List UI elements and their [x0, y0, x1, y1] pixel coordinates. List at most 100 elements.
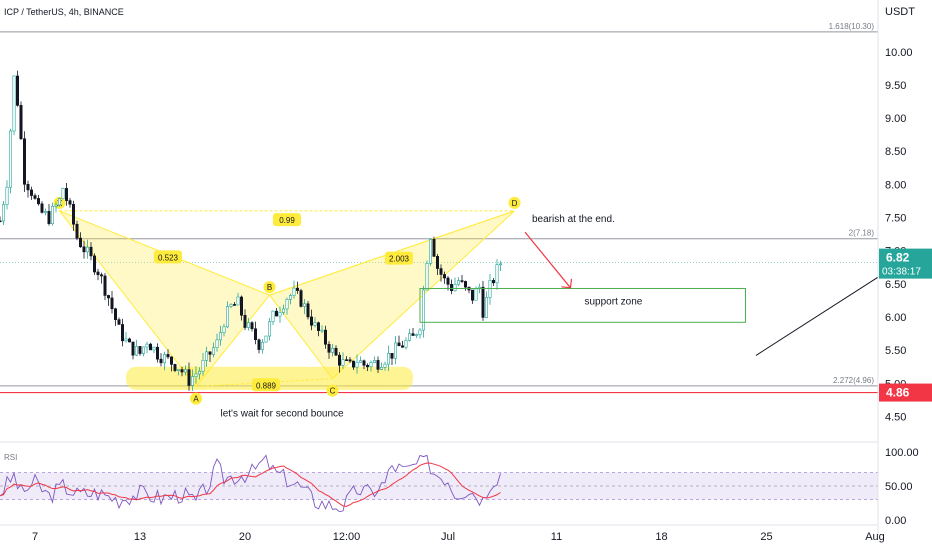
- candle-body: [449, 284, 453, 292]
- price-tick-label: 8.00: [885, 179, 906, 191]
- candle-body: [180, 369, 184, 373]
- candle-body: [29, 189, 33, 196]
- candle-body: [12, 75, 16, 132]
- time-tick-label: Jul: [441, 531, 455, 543]
- candle-body: [404, 339, 408, 348]
- rsi-tick-label: 50.00: [885, 481, 913, 493]
- candle-body: [15, 75, 19, 106]
- candle-body: [453, 284, 457, 292]
- support-zone-box: [419, 287, 746, 323]
- candle-body: [428, 239, 432, 264]
- pattern-point-label: D: [512, 199, 518, 208]
- rsi-title: RSI: [4, 453, 17, 462]
- candle-body: [9, 130, 13, 188]
- candle-body: [313, 322, 317, 326]
- candle-body: [456, 280, 460, 285]
- ratio-label: 0.889: [256, 381, 277, 390]
- candle-body: [43, 211, 47, 213]
- candle-body: [240, 296, 244, 316]
- symbol-title: ICP / TetherUS, 4h, BINANCE: [4, 7, 124, 17]
- time-tick-label: 12:00: [333, 531, 361, 543]
- candle-body: [229, 304, 233, 307]
- candle-body: [145, 343, 149, 348]
- rsi-line: [0, 454, 501, 513]
- candle-body: [107, 295, 111, 299]
- candle-body: [131, 341, 135, 356]
- candle-body: [400, 345, 404, 348]
- price-tick-label: 4.50: [885, 411, 906, 423]
- annotations-layer[interactable]: bearish at the end. support zone let's wai…: [221, 214, 879, 419]
- candle-body: [439, 268, 443, 275]
- candle-body: [341, 359, 345, 366]
- red-level-value: 4.86: [886, 386, 910, 400]
- candle-body: [274, 310, 278, 317]
- candle-body: [344, 359, 348, 361]
- price-tick-label: 9.00: [885, 113, 906, 125]
- candle-body: [100, 274, 104, 277]
- candle-body: [215, 339, 219, 348]
- candle-body: [50, 206, 54, 224]
- candle-body: [267, 321, 271, 337]
- price-tick-label: 10.00: [885, 47, 913, 59]
- price-axis: 10.009.509.008.508.007.507.006.506.005.5…: [877, 0, 932, 535]
- candle-body: [47, 211, 51, 224]
- price-tick-label: 8.50: [885, 146, 906, 158]
- candle-body: [348, 359, 352, 362]
- candle-body: [474, 288, 478, 301]
- ratio-badge: [385, 251, 413, 265]
- candle-body: [481, 286, 485, 318]
- pattern-point-label: C: [330, 387, 336, 396]
- candle-body: [19, 105, 23, 140]
- candle-body: [421, 289, 425, 331]
- candle-body: [432, 239, 436, 257]
- candle-body: [135, 346, 139, 356]
- candle-body: [236, 296, 240, 306]
- candle-body: [390, 352, 394, 359]
- rsi-pane[interactable]: RSI 100.00 50.00 0.00: [0, 441, 919, 527]
- trend-line: [755, 276, 879, 356]
- candle-body: [247, 322, 251, 328]
- candle-body: [22, 138, 26, 185]
- candle-body: [226, 306, 230, 328]
- candle-body: [285, 299, 289, 310]
- candle-body: [323, 329, 327, 345]
- candle-body: [219, 332, 223, 341]
- candle-body: [198, 370, 202, 375]
- candle-body: [233, 304, 237, 306]
- candle-body: [362, 360, 366, 366]
- candle-body: [393, 342, 397, 359]
- candle-body: [1, 204, 6, 222]
- candle-body: [351, 360, 355, 368]
- candle-body: [163, 354, 167, 364]
- fib-lines: 1.618(10.30) 2(7.18) 2.272(4.96): [0, 22, 878, 394]
- fib-label: 2.272(4.96): [833, 376, 874, 385]
- pattern-point-marker: [326, 384, 339, 397]
- pattern-line-bd: [269, 210, 515, 296]
- support-zone[interactable]: [419, 287, 746, 323]
- candle-body: [75, 223, 79, 239]
- candles-layer[interactable]: [0, 70, 502, 391]
- last-price-badge: [879, 248, 932, 279]
- candle-body: [114, 308, 118, 320]
- candle-body: [173, 364, 177, 371]
- ratio-label: 0.523: [158, 253, 179, 262]
- candle-body: [355, 362, 359, 368]
- candle-body: [96, 271, 100, 276]
- candle-body: [86, 246, 90, 253]
- candle-body: [110, 297, 114, 310]
- candle-body: [117, 319, 121, 325]
- candle-body: [306, 303, 310, 318]
- candle-body: [170, 356, 174, 365]
- ratio-label: 0.99: [279, 216, 295, 225]
- candle-body: [442, 274, 446, 279]
- candle-body: [254, 328, 258, 341]
- red-level-badge: [879, 383, 932, 402]
- countdown-timer: 03:38:17: [882, 267, 921, 278]
- candle-body: [57, 198, 61, 206]
- candle-body: [124, 338, 128, 342]
- price-tick-label: 9.50: [885, 80, 906, 92]
- price-tick-label: 6.50: [885, 279, 906, 291]
- fib-label: 1.618(10.30): [829, 22, 875, 31]
